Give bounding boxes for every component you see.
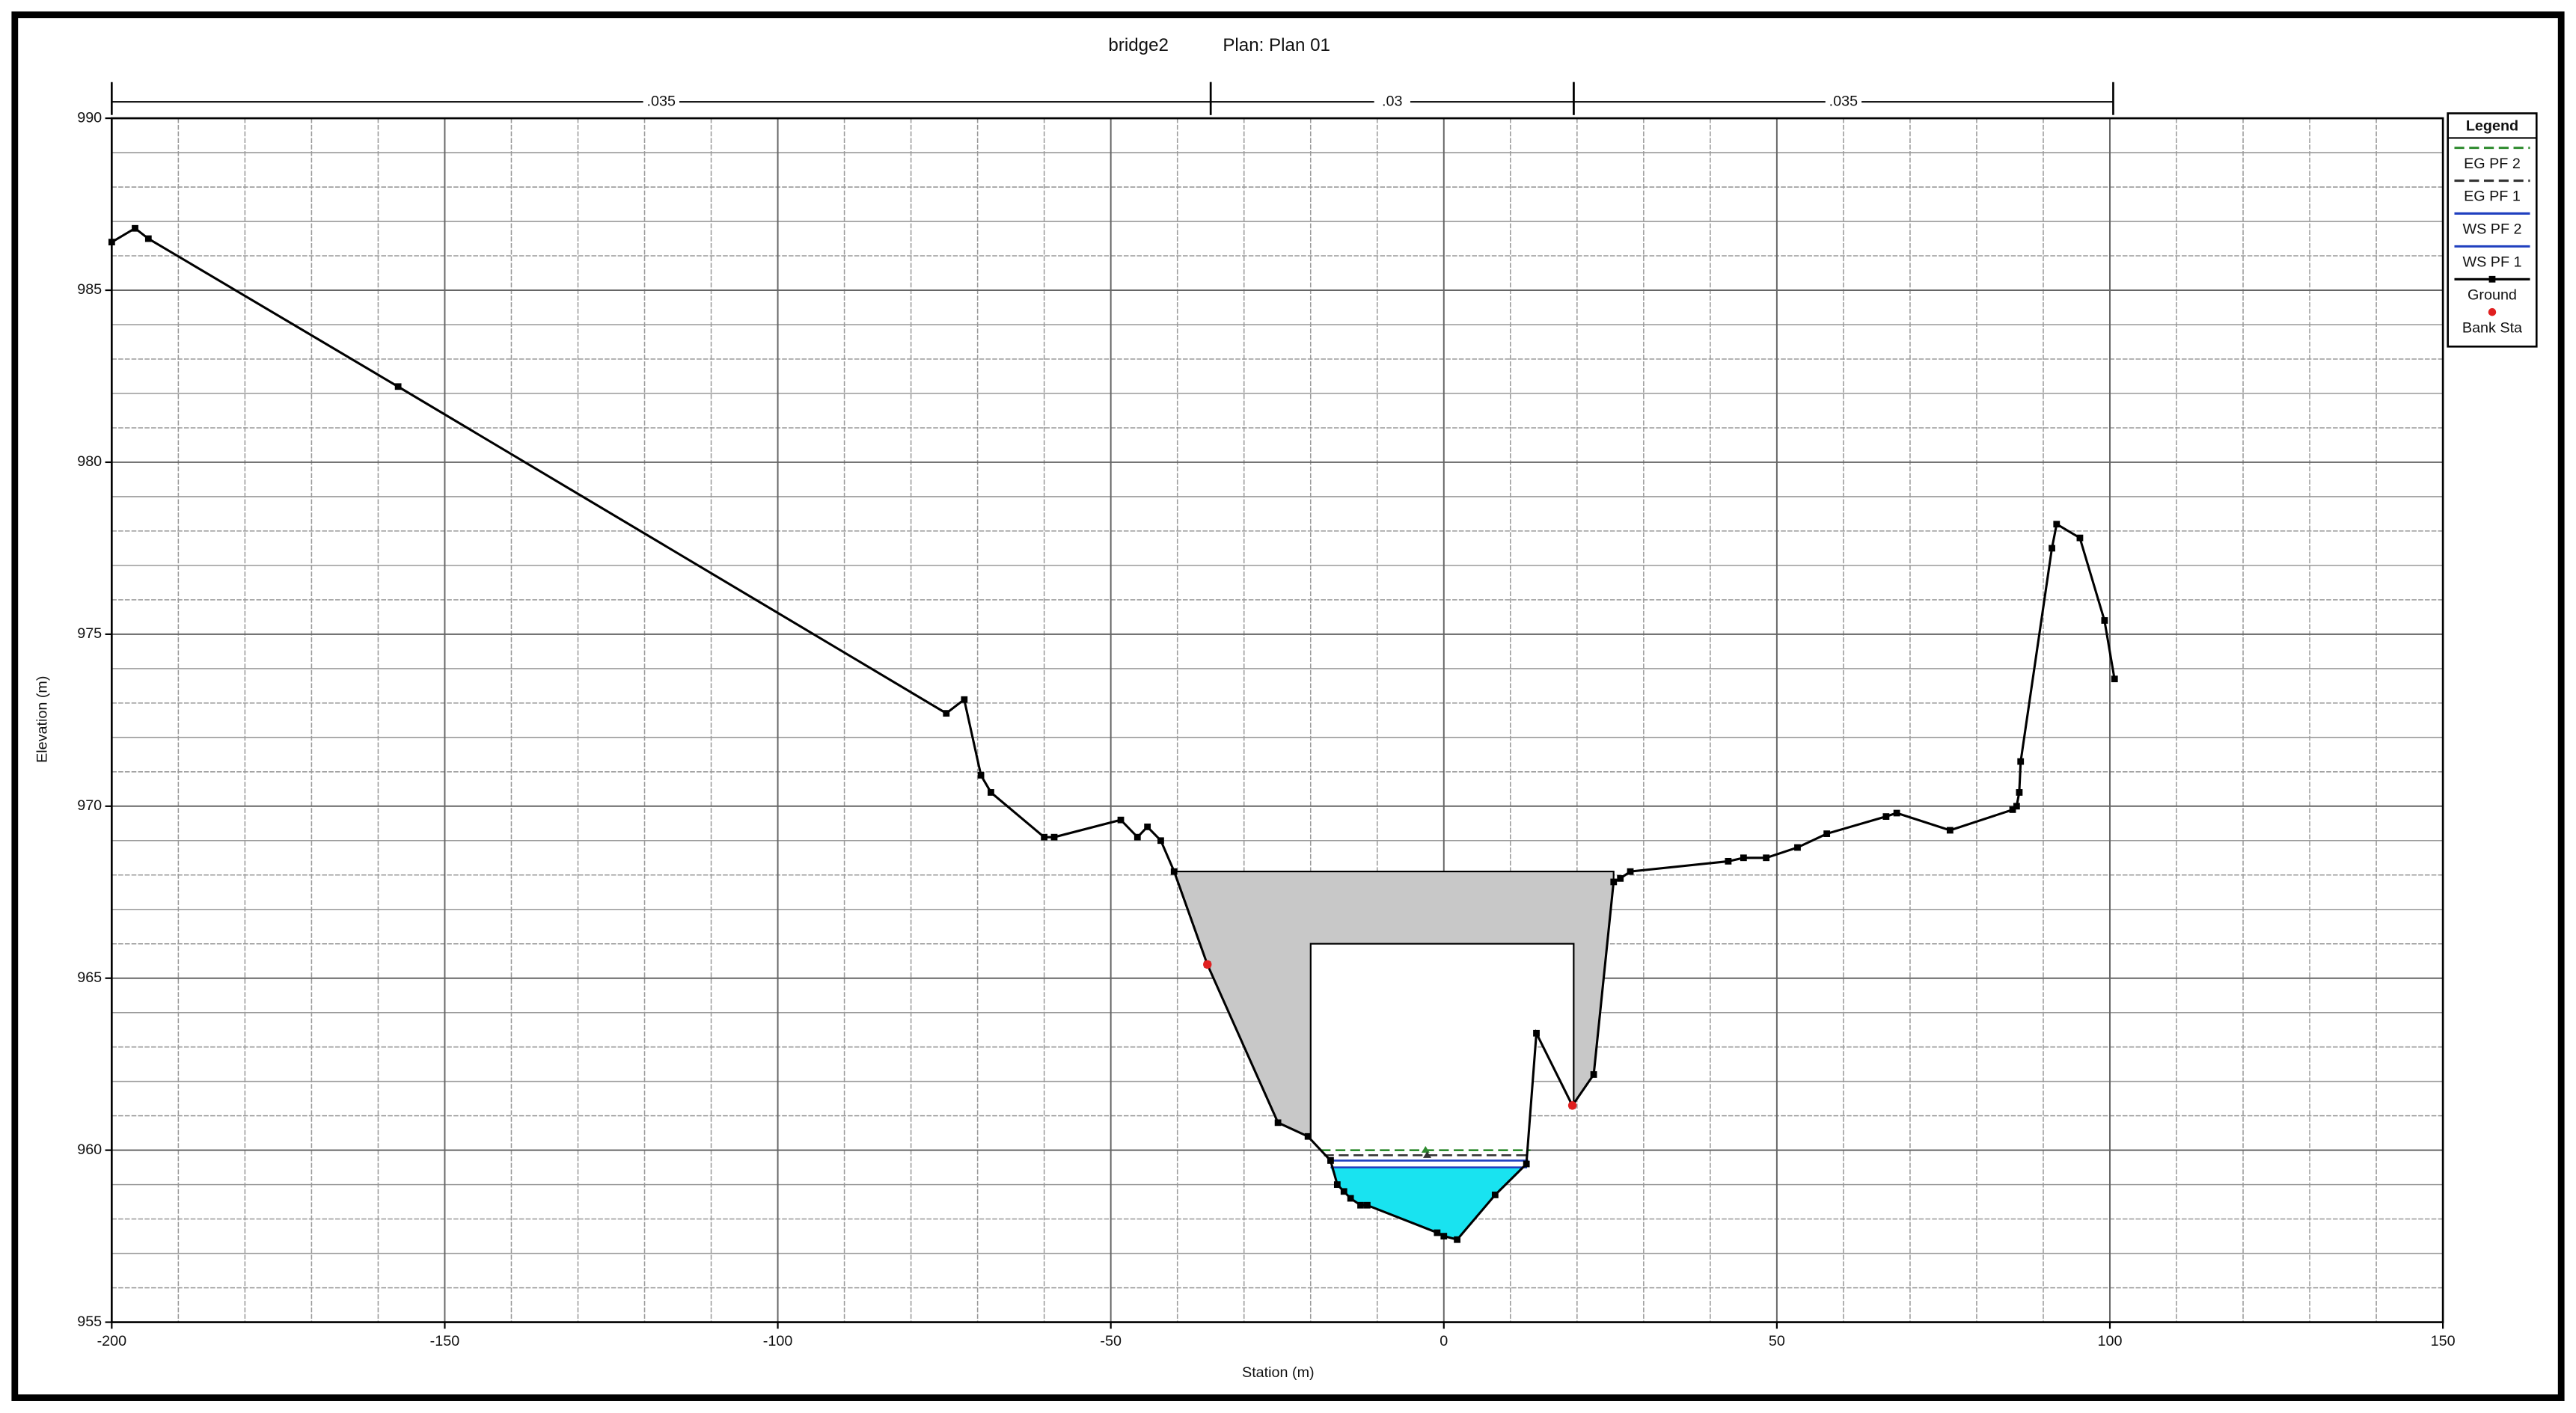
- water-fill: [1330, 1164, 1527, 1240]
- ground-point: [1946, 827, 1954, 834]
- ground-point: [2076, 534, 2084, 542]
- ground-point: [1794, 844, 1801, 851]
- chart-subtitle: Plan: Plan 01: [1223, 35, 1330, 55]
- n-label-bg: [1825, 94, 1862, 111]
- legend-label: WS PF 1: [2462, 254, 2521, 271]
- ground-point: [1170, 868, 1178, 875]
- legend-label: Ground: [2468, 286, 2517, 303]
- ground-point: [961, 696, 968, 703]
- legend-label: Bank Sta: [2462, 319, 2522, 336]
- ground-point: [2016, 789, 2023, 796]
- ground-point: [1893, 809, 1900, 817]
- ground-point: [1725, 857, 1732, 865]
- ground-point: [1274, 1119, 1282, 1127]
- x-tick-label: 100: [2098, 1333, 2123, 1349]
- ground-point: [1333, 1181, 1341, 1189]
- n-label: .03: [1382, 93, 1402, 109]
- y-tick-label: 970: [77, 797, 102, 814]
- y-axis-label: Elevation (m): [34, 676, 50, 763]
- legend-label: WS PF 2: [2462, 221, 2521, 238]
- chart-title: bridge2: [1108, 35, 1169, 55]
- ground-point: [988, 789, 994, 796]
- legend-swatch-marker: [2488, 275, 2496, 283]
- bank-station: [1203, 960, 1212, 969]
- x-tick-label: -100: [763, 1333, 793, 1349]
- ground-point: [394, 383, 402, 390]
- ground-point: [132, 224, 138, 232]
- ground-point: [1117, 816, 1125, 824]
- ground-point: [2049, 545, 2055, 552]
- ground-point: [2053, 521, 2061, 528]
- series-marker: [1423, 1151, 1432, 1158]
- ground-point: [144, 235, 152, 242]
- legend-label: EG PF 1: [2464, 188, 2521, 205]
- legend-title: Legend: [2466, 117, 2518, 134]
- ground-point: [1610, 878, 1618, 886]
- ground-point: [1304, 1132, 1312, 1140]
- ground-point: [1327, 1157, 1334, 1164]
- ground-point: [977, 772, 985, 779]
- n-label: .035: [1829, 93, 1858, 109]
- ground-point: [1347, 1195, 1354, 1202]
- y-tick-label: 975: [77, 625, 102, 642]
- x-tick-label: -50: [1100, 1333, 1122, 1349]
- ground-point: [1157, 837, 1164, 845]
- x-tick-label: 50: [1769, 1333, 1785, 1349]
- y-tick-label: 960: [77, 1141, 102, 1158]
- plot-border: [111, 117, 2444, 1323]
- ground-point: [1144, 823, 1151, 830]
- frame: [11, 11, 2565, 1401]
- ground-point: [1041, 833, 1048, 841]
- y-tick-label: 965: [77, 969, 102, 986]
- y-tick-label: 980: [77, 453, 102, 470]
- ground-point: [2101, 617, 2108, 624]
- ground-point: [943, 710, 950, 717]
- y-tick-label: 985: [77, 281, 102, 298]
- ground-point: [1133, 833, 1141, 841]
- x-tick-label: 150: [2431, 1333, 2456, 1349]
- legend-box: [2447, 112, 2538, 348]
- series-line: [111, 227, 2116, 1241]
- x-tick-label: -200: [97, 1333, 127, 1349]
- ground-point: [2111, 675, 2118, 683]
- legend-label: EG PF 2: [2464, 156, 2521, 172]
- series-marker: [1421, 1146, 1430, 1153]
- ground-point: [2017, 758, 2025, 765]
- ground-point: [1617, 874, 1624, 882]
- ground-point: [1627, 868, 1634, 875]
- ground-point: [1357, 1201, 1364, 1209]
- ground-point: [1454, 1236, 1460, 1243]
- n-label-bg: [1374, 94, 1410, 111]
- n-label-bg: [643, 94, 679, 111]
- ground-point: [1364, 1201, 1371, 1209]
- x-axis-label: Station (m): [1242, 1364, 1315, 1381]
- ground-point: [1523, 1160, 1530, 1168]
- ground-point: [2009, 806, 2016, 813]
- y-tick-label: 990: [77, 109, 102, 126]
- ground-point: [1882, 813, 1890, 820]
- legend: Legend EG PF 2 EG PF 1 WS PF 2 WS PF 1 Ground…: [2447, 112, 2538, 348]
- ground-point: [1491, 1192, 1499, 1198]
- plot: .035 .03 .035: [108, 82, 2118, 1243]
- ground-point: [1763, 854, 1770, 862]
- ground-point: [1533, 1029, 1540, 1037]
- n-label: .035: [647, 93, 676, 109]
- x-tick-label: -150: [430, 1333, 460, 1349]
- ground-point: [1740, 854, 1747, 862]
- ground-point: [1590, 1071, 1597, 1078]
- ground-point: [108, 239, 115, 246]
- legend-swatch: [2488, 307, 2497, 316]
- ground-point: [1440, 1233, 1448, 1240]
- ground-point: [1050, 833, 1058, 841]
- ground-point: [1823, 830, 1831, 837]
- ground-point: [2013, 803, 2020, 810]
- x-tick-label: 0: [1440, 1333, 1448, 1349]
- ground-point: [1434, 1229, 1441, 1236]
- ground-point: [1340, 1188, 1347, 1195]
- bank-station: [1567, 1101, 1577, 1110]
- y-tick-label: 955: [77, 1314, 102, 1330]
